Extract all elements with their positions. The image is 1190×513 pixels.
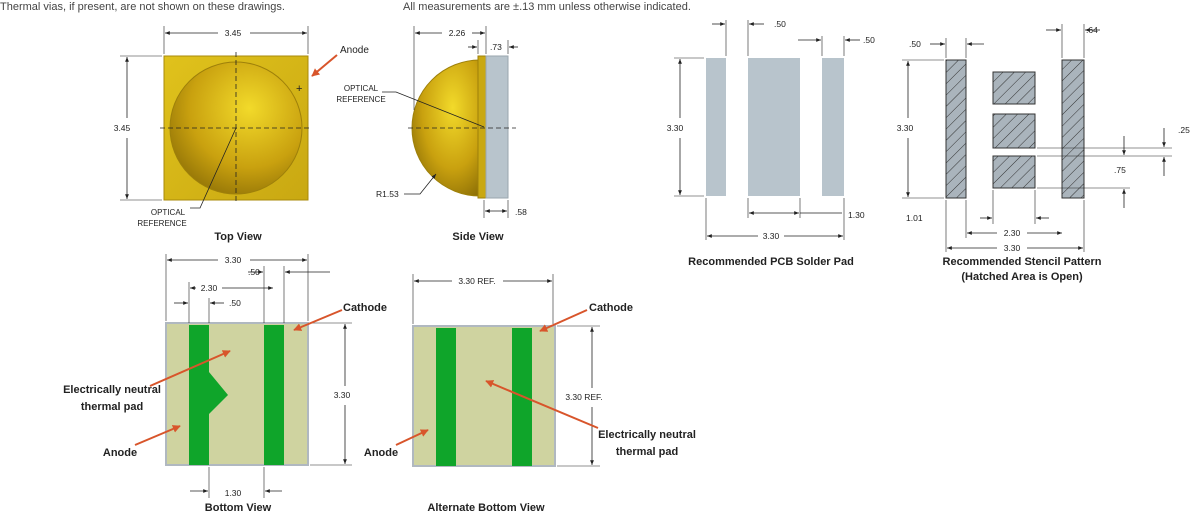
label: REFERENCE <box>336 95 385 104</box>
leader-arrow <box>293 309 343 331</box>
dimension: 3.30 REF. <box>565 392 602 402</box>
package-body <box>412 325 556 467</box>
dimension: .75 <box>1114 165 1126 175</box>
stencil-aperture <box>992 113 1036 149</box>
label: OPTICAL <box>151 208 186 217</box>
caption: Side View <box>452 231 504 243</box>
leader-arrow <box>311 54 338 77</box>
dimension: 3.30 <box>897 123 914 133</box>
caption: Recommended Stencil Pattern <box>943 256 1102 268</box>
label: Anode <box>340 45 369 56</box>
label: Cathode <box>589 302 633 314</box>
package-body <box>411 59 481 197</box>
dimension: .50 <box>863 35 875 45</box>
dimension: 2.26 <box>449 28 466 38</box>
dimension: 3.30 REF. <box>458 276 495 286</box>
dimension: 1.30 <box>225 488 242 498</box>
package-pad <box>189 325 228 465</box>
polarity-mark: + <box>296 83 302 95</box>
label: OPTICAL <box>344 84 379 93</box>
label: thermal pad <box>81 401 143 413</box>
caption: Alternate Bottom View <box>427 502 545 513</box>
label: REFERENCE <box>137 219 186 228</box>
dimension: .64 <box>1086 25 1098 35</box>
stencil-aperture <box>992 155 1036 189</box>
package-body <box>165 322 309 466</box>
label: Cathode <box>343 302 387 314</box>
package-body <box>477 55 487 199</box>
bottom-view: 3.30 .50 2.30 .50 3.30 1.30 Cathode Elec… <box>63 254 387 513</box>
side-view: 2.26 .73 .58 R1.53 OPTICAL REFERENCE Sid… <box>336 26 527 243</box>
dimension: 1.01 <box>906 213 923 223</box>
solder-pad <box>748 58 800 196</box>
package-pad <box>264 325 284 465</box>
dimension: .50 <box>774 19 786 29</box>
dimension: 1.30 <box>848 210 865 220</box>
note: Thermal vias, if present, are not shown … <box>0 1 285 13</box>
dimension: .50 <box>229 298 241 308</box>
dimension: 3.30 <box>334 390 351 400</box>
dimension-line <box>404 173 437 195</box>
caption: (Hatched Area is Open) <box>961 271 1083 283</box>
dimension: .50 <box>909 39 921 49</box>
pcb-pad-view: .50 .50 3.30 1.30 3.30 Recommended PCB S… <box>667 19 875 268</box>
dimension: .73 <box>490 42 502 52</box>
stencil-aperture <box>1061 59 1085 199</box>
stencil-aperture <box>945 59 967 199</box>
leader-arrow <box>539 309 588 332</box>
dimension-line <box>382 91 485 128</box>
label: Anode <box>364 447 398 459</box>
solder-pad <box>706 58 726 196</box>
label: Electrically neutral <box>598 429 696 441</box>
leader-arrow <box>134 425 181 446</box>
alternate-bottom-view: 3.30 REF. 3.30 REF. Cathode Electrically… <box>364 274 696 513</box>
dimension: 3.30 <box>763 231 780 241</box>
leader-arrow <box>149 350 231 387</box>
dimension: 3.30 <box>1004 243 1021 253</box>
note: All measurements are ±.13 mm unless othe… <box>403 1 691 13</box>
dimension: 3.30 <box>667 123 684 133</box>
leader-arrow <box>395 429 429 446</box>
label: Anode <box>103 447 137 459</box>
stencil-view: .50 .64 3.30 .25 .75 1.01 2.30 3.30 Reco… <box>897 24 1190 283</box>
leader-arrow <box>485 380 599 429</box>
label: thermal pad <box>616 446 678 458</box>
dimension: .25 <box>1178 125 1190 135</box>
dimension: 2.30 <box>1004 228 1021 238</box>
dimension-line <box>190 127 237 209</box>
dimension: 2.30 <box>201 283 218 293</box>
dimension: .58 <box>515 207 527 217</box>
dimension: R1.53 <box>376 189 399 199</box>
caption: Bottom View <box>205 502 272 513</box>
dimension: 3.45 <box>114 123 131 133</box>
stencil-aperture <box>992 71 1036 105</box>
package-body <box>485 55 509 199</box>
package-pad <box>436 328 456 466</box>
dimension: 3.30 <box>225 255 242 265</box>
dimension: 3.45 <box>225 28 242 38</box>
top-view: 3.45 3.45 Anode + OPTICAL REFERENCE Top … <box>114 26 369 243</box>
dimension: .50 <box>248 267 260 277</box>
caption: Top View <box>214 231 262 243</box>
caption: Recommended PCB Solder Pad <box>688 256 854 268</box>
label: Electrically neutral <box>63 384 161 396</box>
solder-pad <box>822 58 844 196</box>
